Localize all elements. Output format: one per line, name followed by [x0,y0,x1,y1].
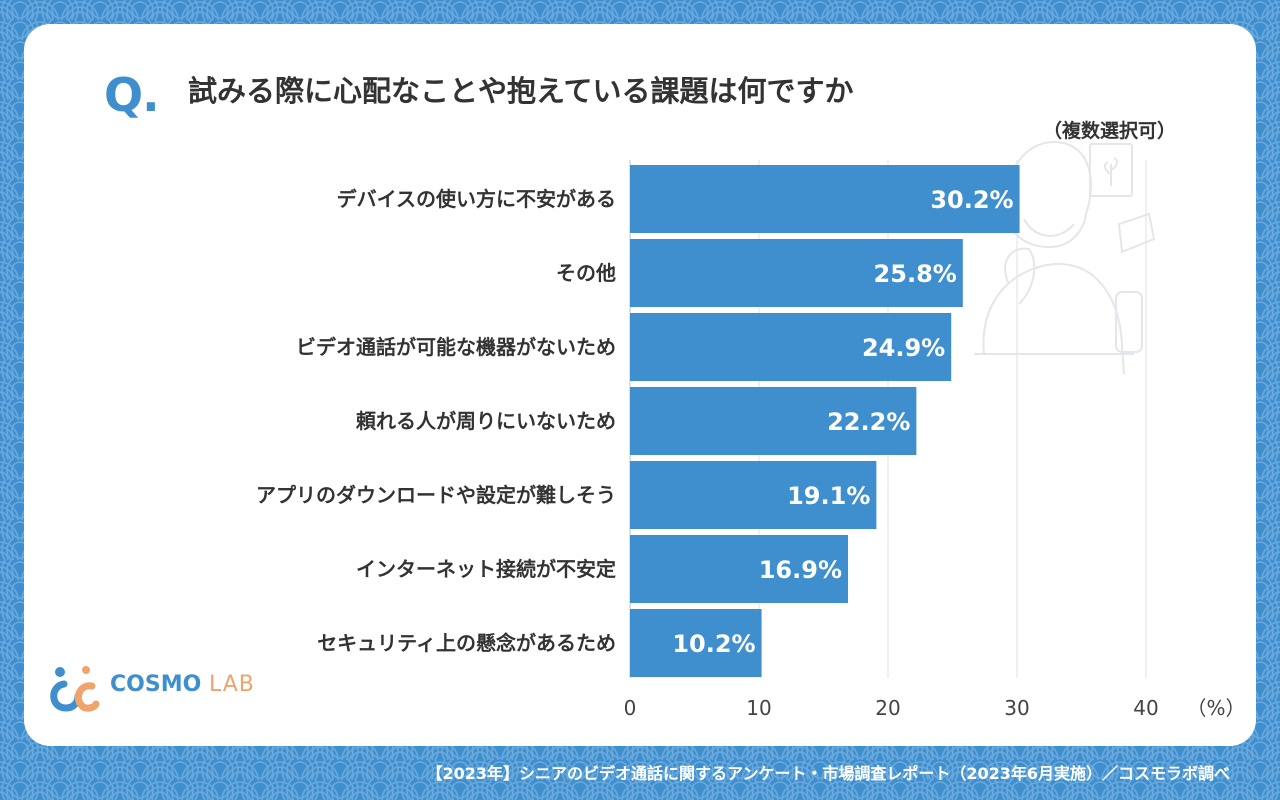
bar [630,461,877,529]
bar-chart: 30.2% 25.8% 24.9% 22.2% 19.1% 16.9% 10.2% デバイス… [256,140,1246,720]
category-label: ビデオ通話が可能な機器がないため [296,335,616,359]
multiple-choice-note: （複数選択可） [1042,120,1176,142]
bar-value-label: 10.2% [672,630,755,658]
bar-value-label: 22.2% [827,408,910,436]
source-footer: 【2023年】シニアのビデオ通話に関するアンケート・市場調査レポート（2023年… [426,764,1230,783]
category-label: 頼れる人が周りにいないため [356,409,616,433]
x-tick-label: 10 [746,696,771,720]
question-mark: Q. [104,68,160,122]
bar [630,535,849,603]
x-tick-label: 40 [1133,696,1158,720]
bar [630,609,762,677]
category-label: その他 [556,261,616,285]
bar-value-label: 25.8% [874,260,957,288]
category-label: デバイスの使い方に不安がある [337,187,616,211]
x-tick-label: 20 [875,696,900,720]
category-label: アプリのダウンロードや設定が難しそう [256,483,616,507]
bar [630,165,1020,233]
question-title: 試みる際に心配なことや抱えている課題は何ですか [188,74,854,108]
category-label: インターネット接続が不安定 [356,557,616,581]
senior-woman-illustration [974,140,1156,375]
category-labels: デバイスの使い方に不安があるその他ビデオ通話が可能な機器がないため頼れる人が周り… [256,187,616,655]
bars-group: 30.2% 25.8% 24.9% 22.2% 19.1% 16.9% 10.2% [630,165,1020,677]
logo-text-lab: LAB [208,672,255,697]
logo-mark-icon [50,666,100,712]
bar [630,313,952,381]
chart-card: Q. 試みる際に心配なことや抱えている課題は何ですか （複数選択可） 30.2%… [24,24,1256,746]
category-label: セキュリティ上の懸念があるため [317,631,616,655]
bar-value-label: 16.9% [759,556,842,584]
bar [630,387,917,455]
bar-value-label: 24.9% [862,334,945,362]
x-tick-label: 30 [1004,696,1029,720]
x-tick-label: 0 [624,696,637,720]
x-axis-unit-label: （%） [1186,696,1245,720]
bar-value-label: 30.2% [930,186,1013,214]
bar-value-label: 19.1% [787,482,870,510]
logo-text-cosmo: COSMO [110,672,202,697]
cosmo-lab-logo: COSMO LAB [24,660,254,712]
bar [630,239,963,307]
x-axis-ticks: 0 10 20 30 40 [624,696,1159,720]
